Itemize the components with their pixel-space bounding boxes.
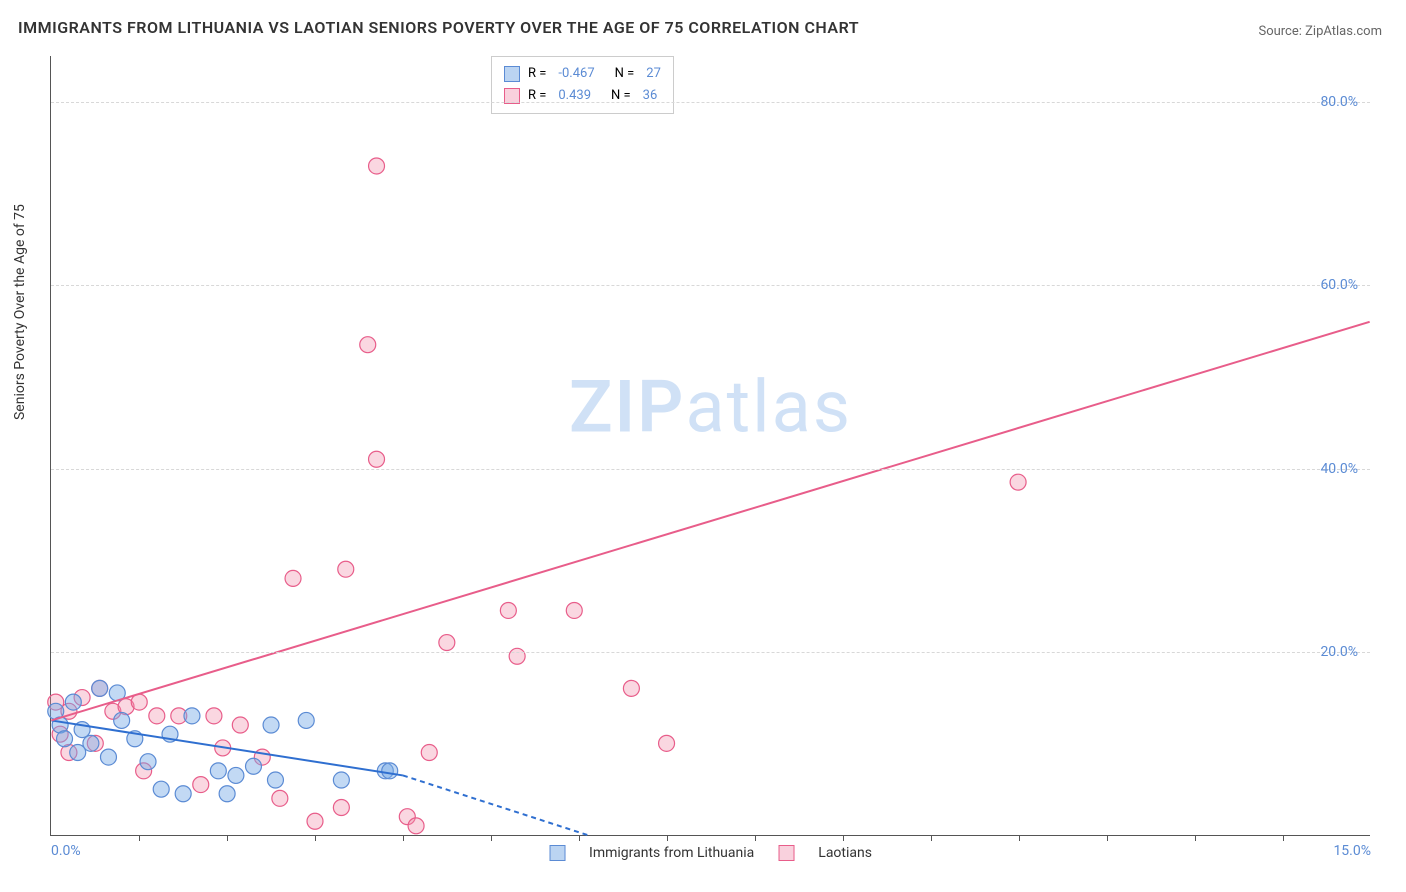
scatter-point-blue — [267, 772, 283, 788]
gridline-h — [51, 285, 1370, 286]
scatter-point-pink — [285, 570, 301, 586]
y-axis-label: Seniors Poverty Over the Age of 75 — [12, 204, 28, 420]
x-tick — [227, 835, 228, 841]
scatter-point-pink — [439, 635, 455, 651]
scatter-point-pink — [369, 158, 385, 174]
x-tick — [139, 835, 140, 841]
trend-line-blue-dashed — [403, 775, 588, 835]
scatter-point-pink — [421, 745, 437, 761]
x-tick — [1195, 835, 1196, 841]
scatter-point-blue — [114, 712, 130, 728]
scatter-point-pink — [149, 708, 165, 724]
scatter-point-blue — [298, 712, 314, 728]
scatter-point-pink — [566, 602, 582, 618]
scatter-point-blue — [219, 786, 235, 802]
scatter-point-blue — [382, 763, 398, 779]
source-attribution: Source: ZipAtlas.com — [1258, 24, 1382, 39]
scatter-point-blue — [245, 758, 261, 774]
chart-title: IMMIGRANTS FROM LITHUANIA VS LAOTIAN SEN… — [18, 18, 859, 37]
scatter-svg — [51, 56, 1370, 835]
series-legend: Immigrants from Lithuania Laotians — [549, 845, 872, 861]
scatter-point-pink — [509, 648, 525, 664]
scatter-point-pink — [193, 777, 209, 793]
x-tick — [843, 835, 844, 841]
x-tick — [579, 835, 580, 841]
scatter-point-blue — [184, 708, 200, 724]
scatter-point-pink — [1010, 474, 1026, 490]
scatter-point-blue — [57, 731, 73, 747]
scatter-point-blue — [140, 754, 156, 770]
scatter-point-blue — [333, 772, 349, 788]
scatter-point-blue — [263, 717, 279, 733]
scatter-point-pink — [307, 813, 323, 829]
x-tick — [931, 835, 932, 841]
x-tick — [403, 835, 404, 841]
scatter-point-pink — [369, 451, 385, 467]
scatter-point-blue — [65, 694, 81, 710]
x-tick-label: 15.0% — [1333, 843, 1371, 859]
scatter-point-pink — [623, 680, 639, 696]
source-value: ZipAtlas.com — [1305, 24, 1382, 39]
swatch-blue — [549, 845, 565, 861]
scatter-point-pink — [360, 337, 376, 353]
y-tick-label: 60.0% — [1320, 277, 1358, 293]
series-label-blue: Immigrants from Lithuania — [589, 845, 754, 861]
x-tick — [491, 835, 492, 841]
x-tick — [315, 835, 316, 841]
scatter-point-pink — [272, 790, 288, 806]
x-tick-label: 0.0% — [51, 843, 81, 859]
scatter-point-pink — [232, 717, 248, 733]
scatter-point-pink — [408, 818, 424, 834]
scatter-point-blue — [210, 763, 226, 779]
x-tick — [1107, 835, 1108, 841]
source-label: Source: — [1258, 24, 1305, 39]
scatter-point-blue — [175, 786, 191, 802]
trend-line-pink — [51, 322, 1369, 721]
scatter-point-blue — [92, 680, 108, 696]
scatter-point-blue — [228, 767, 244, 783]
x-tick — [1019, 835, 1020, 841]
gridline-h — [51, 652, 1370, 653]
x-tick — [667, 835, 668, 841]
scatter-point-pink — [206, 708, 222, 724]
x-tick — [1283, 835, 1284, 841]
scatter-point-pink — [659, 735, 675, 751]
plot-area: ZIPatlas R = -0.467 N = 27 R = 0.439 N =… — [50, 56, 1370, 836]
y-tick-label: 80.0% — [1320, 94, 1358, 110]
scatter-point-pink — [333, 800, 349, 816]
trend-line-blue — [51, 720, 403, 775]
series-label-pink: Laotians — [818, 845, 872, 861]
x-tick — [755, 835, 756, 841]
swatch-pink — [778, 845, 794, 861]
scatter-point-blue — [153, 781, 169, 797]
y-tick-label: 40.0% — [1320, 461, 1358, 477]
y-tick-label: 20.0% — [1320, 644, 1358, 660]
gridline-h — [51, 469, 1370, 470]
gridline-h — [51, 102, 1370, 103]
scatter-point-pink — [500, 602, 516, 618]
scatter-point-pink — [338, 561, 354, 577]
scatter-point-blue — [100, 749, 116, 765]
scatter-point-blue — [83, 735, 99, 751]
